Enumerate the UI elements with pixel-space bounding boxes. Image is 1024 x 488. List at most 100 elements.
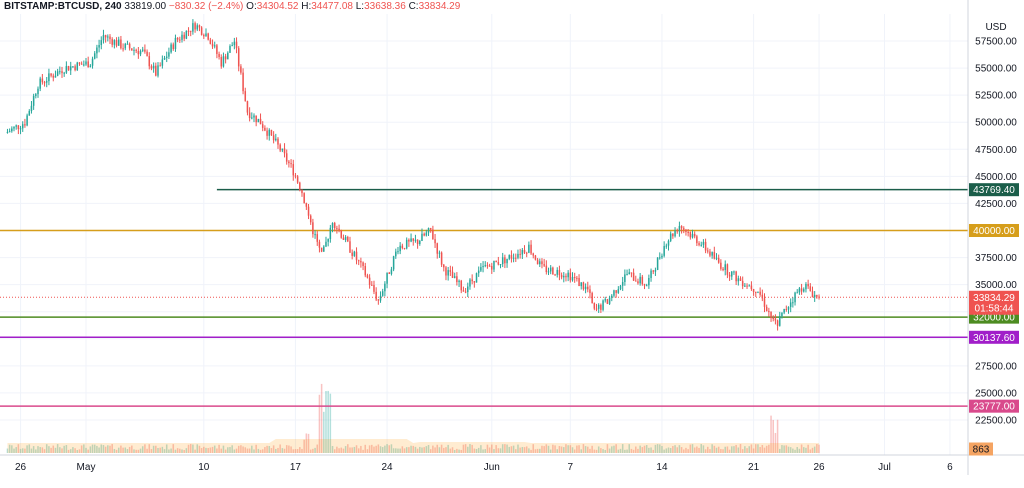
candle-body bbox=[687, 231, 689, 233]
candle-body bbox=[528, 244, 530, 253]
candle-body bbox=[565, 275, 567, 278]
volume-bar bbox=[408, 447, 410, 453]
candle-body bbox=[336, 228, 338, 230]
volume-bar bbox=[458, 449, 460, 453]
volume-bar bbox=[460, 449, 463, 453]
volume-bar bbox=[556, 449, 559, 453]
candle-body bbox=[680, 226, 683, 229]
candle-body bbox=[473, 281, 476, 283]
volume-bar bbox=[587, 446, 589, 453]
candle-body bbox=[159, 65, 161, 67]
candle-body bbox=[344, 236, 347, 240]
volume-bar bbox=[759, 447, 761, 453]
candle-body bbox=[724, 264, 726, 271]
candle-body bbox=[338, 228, 340, 231]
candle-body bbox=[702, 241, 705, 245]
candle-body bbox=[410, 238, 412, 242]
candle-body bbox=[172, 44, 175, 49]
volume-bar bbox=[626, 449, 628, 453]
candle-body bbox=[229, 46, 231, 53]
candle-body bbox=[746, 285, 748, 287]
candle-body bbox=[111, 39, 113, 45]
candle-body bbox=[445, 267, 447, 276]
candle-body bbox=[792, 302, 794, 304]
volume-bar bbox=[726, 446, 729, 453]
volume-bar bbox=[508, 446, 511, 453]
volume-bar bbox=[379, 446, 382, 453]
candle-body bbox=[240, 66, 242, 73]
volume-bar bbox=[318, 394, 321, 453]
volume-bar bbox=[257, 448, 260, 453]
volume-bar bbox=[392, 448, 395, 453]
volume-bar bbox=[325, 391, 327, 453]
volume-bar bbox=[183, 449, 185, 453]
candle-body bbox=[405, 239, 408, 249]
volume-bar bbox=[796, 447, 798, 453]
volume-bar bbox=[683, 449, 685, 453]
volume-bar bbox=[377, 444, 380, 453]
candle-body bbox=[715, 257, 718, 259]
candle-body bbox=[491, 266, 493, 270]
candle-body bbox=[427, 228, 430, 233]
price-tag-label: 32000.00 bbox=[973, 313, 1015, 324]
candle-body bbox=[436, 243, 439, 254]
candle-body bbox=[464, 291, 467, 293]
volume-bar bbox=[355, 445, 358, 453]
candle-body bbox=[728, 274, 731, 277]
candle-body bbox=[589, 289, 591, 294]
candle-body bbox=[45, 81, 48, 83]
volume-bar bbox=[117, 447, 120, 453]
candle-body bbox=[198, 25, 201, 28]
volume-bar bbox=[704, 449, 707, 453]
candle-body bbox=[748, 285, 750, 287]
volume-bar bbox=[689, 444, 692, 453]
volume-bar bbox=[227, 447, 229, 453]
volume-bar bbox=[152, 445, 155, 453]
candle-body bbox=[141, 49, 144, 51]
volume-bar bbox=[371, 444, 373, 453]
candle-body bbox=[76, 62, 79, 71]
volume-bar bbox=[312, 448, 314, 453]
volume-bar bbox=[532, 444, 535, 453]
y-tick-label: 22500.00 bbox=[975, 416, 1017, 427]
volume-bar bbox=[772, 419, 774, 453]
last-price-tag-label: 33834.29 bbox=[973, 293, 1015, 304]
candle-body bbox=[785, 309, 788, 311]
volume-bar bbox=[67, 449, 70, 453]
volume-bar bbox=[752, 448, 755, 453]
volume-bar bbox=[467, 446, 469, 453]
candle-body bbox=[628, 272, 630, 274]
volume-bar bbox=[676, 447, 678, 453]
candle-body bbox=[244, 91, 247, 102]
volume-bar bbox=[652, 449, 654, 453]
candle-body bbox=[713, 252, 716, 259]
candle-body bbox=[635, 280, 637, 282]
volume-bar bbox=[792, 448, 794, 453]
candle-body bbox=[569, 272, 572, 281]
candle-body bbox=[597, 304, 600, 309]
candle-body bbox=[414, 239, 417, 241]
symbol-header: BITSTAMP:BTCUSD, 240 33819.00 −830.32 (−… bbox=[4, 1, 460, 12]
y-tick-label: 45000.00 bbox=[975, 172, 1017, 183]
candle-body bbox=[499, 264, 502, 266]
candle-body bbox=[530, 244, 532, 254]
candle-body bbox=[783, 309, 785, 313]
volume-bar bbox=[567, 445, 569, 453]
volume-bar bbox=[639, 445, 641, 453]
candle-body bbox=[665, 245, 668, 247]
candle-body bbox=[707, 250, 709, 252]
candle-body bbox=[549, 267, 552, 272]
x-tick-label: 14 bbox=[656, 462, 668, 473]
candle-body bbox=[318, 241, 321, 248]
volume-bar bbox=[347, 444, 349, 453]
volume-bar bbox=[765, 445, 768, 453]
candle-body bbox=[667, 240, 670, 246]
candle-body bbox=[174, 37, 177, 49]
candle-body bbox=[816, 294, 818, 297]
candle-body bbox=[772, 318, 774, 320]
candle-body bbox=[290, 163, 292, 165]
symbol-name: BITSTAMP:BTCUSD, 240 bbox=[4, 1, 122, 12]
candle-body bbox=[506, 258, 508, 264]
volume-bar bbox=[656, 444, 659, 453]
